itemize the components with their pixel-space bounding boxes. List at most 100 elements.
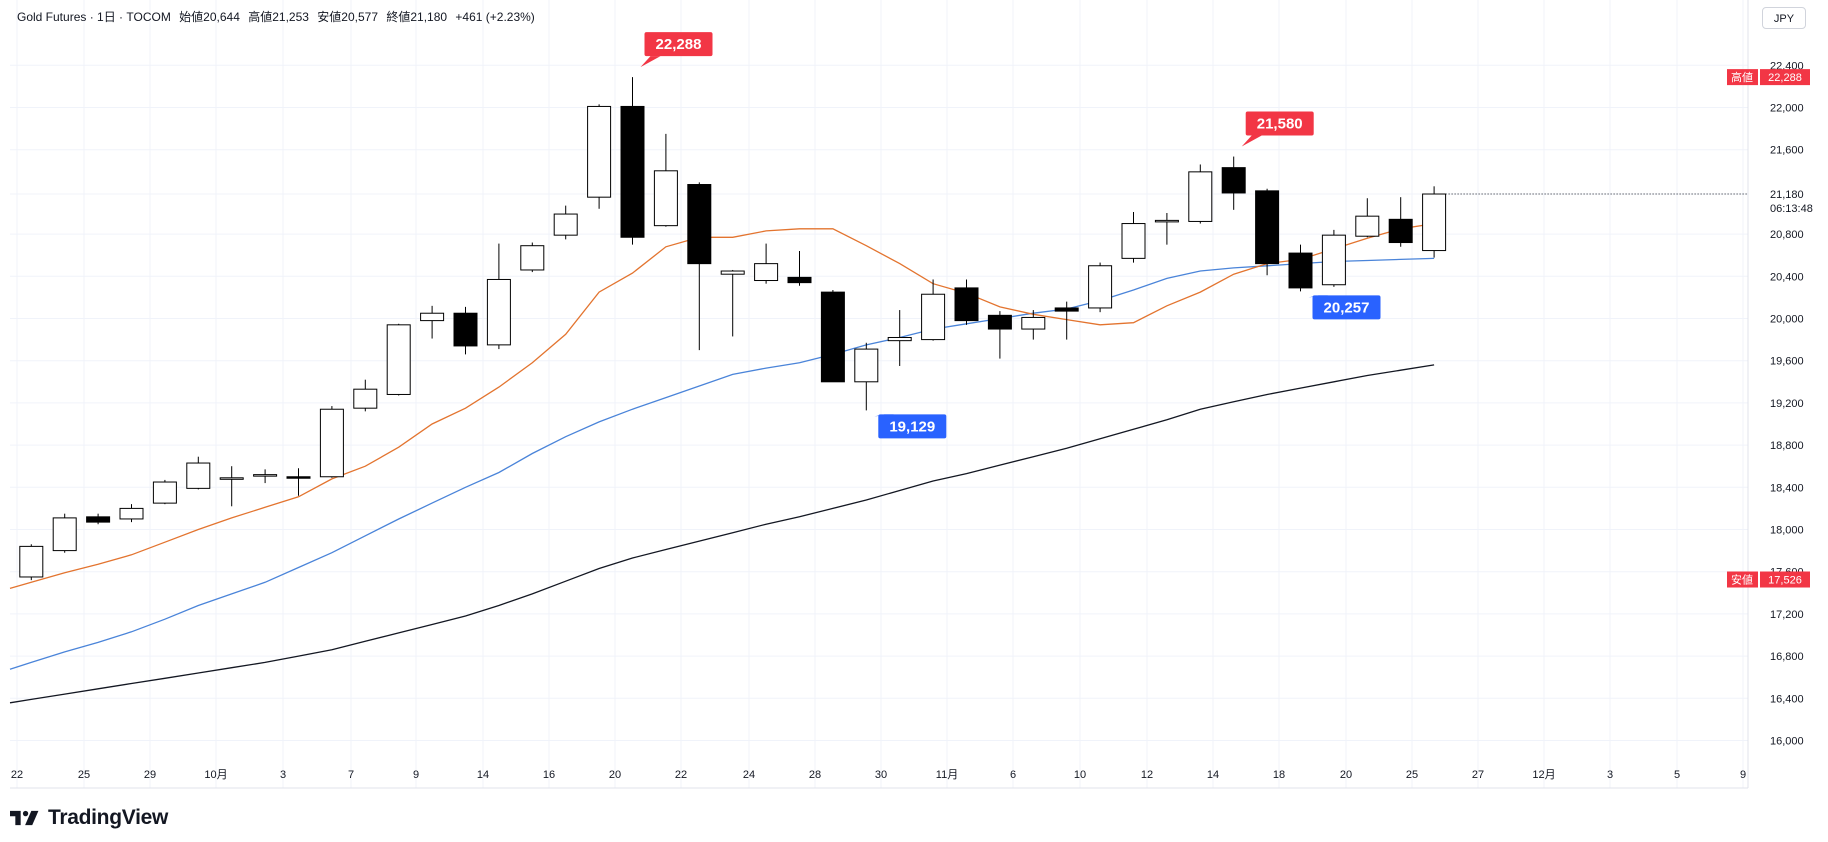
symbol-title: Gold Futures · 1日 · TOCOM xyxy=(17,10,171,24)
time-tick-label: 16 xyxy=(543,769,555,781)
candle-body xyxy=(1021,316,1046,330)
candle-body xyxy=(1388,218,1413,244)
candle-body xyxy=(52,517,77,552)
candle xyxy=(553,205,578,240)
candle xyxy=(787,250,812,286)
candle-body xyxy=(954,287,979,322)
candle-body xyxy=(820,291,845,383)
low-price-badge: 20,257 xyxy=(1308,295,1381,320)
price-tick-label: 22,000 xyxy=(1770,103,1804,115)
price-annotations: 22,288 21,580 19,129 20,257 xyxy=(640,32,1381,439)
candle-body xyxy=(86,516,111,523)
candle xyxy=(921,279,946,341)
range-tag-value: 17,526 xyxy=(1768,575,1802,587)
range-tag-value-bg xyxy=(1760,69,1810,86)
candle xyxy=(119,504,144,523)
time-tick-label: 10 xyxy=(1074,769,1086,781)
candle xyxy=(1154,213,1179,245)
time-tick-label: 5 xyxy=(1674,769,1680,781)
time-tick-label: 22 xyxy=(675,769,687,781)
candle xyxy=(286,468,311,496)
price-tick-label: 20,800 xyxy=(1770,229,1804,241)
candle-body xyxy=(1088,265,1113,309)
candle xyxy=(587,104,612,209)
badge-label: 22,288 xyxy=(656,36,702,53)
candle-body xyxy=(520,245,545,271)
time-tick-label: 3 xyxy=(280,769,286,781)
candle-body xyxy=(854,348,879,383)
ema-medium-line xyxy=(9,257,1435,670)
time-tick-label: 20 xyxy=(609,769,621,781)
ema-short-line xyxy=(9,222,1435,590)
candle-body xyxy=(286,476,311,479)
candle xyxy=(486,243,511,350)
candle-body xyxy=(1054,307,1079,312)
badge-box xyxy=(878,414,947,439)
high-label: 高値 xyxy=(248,10,273,24)
time-tick-label: 28 xyxy=(809,769,821,781)
time-tick-label: 18 xyxy=(1273,769,1285,781)
tradingview-brand[interactable]: TradingView xyxy=(10,806,168,830)
candle-body xyxy=(1221,167,1246,194)
candle-body xyxy=(186,462,211,489)
price-tick-label: 16,400 xyxy=(1770,693,1804,705)
time-tick-label: 7 xyxy=(348,769,354,781)
badge-box xyxy=(1312,295,1381,320)
candle xyxy=(1388,197,1413,247)
time-tick-label: 9 xyxy=(1740,769,1746,781)
time-tick-label: 12 xyxy=(1141,769,1153,781)
brand-name: TradingView xyxy=(48,806,169,829)
candle-body xyxy=(1154,219,1179,223)
badge-label: 19,129 xyxy=(889,418,935,435)
currency-button[interactable]: JPY xyxy=(1762,7,1806,29)
chart-grid xyxy=(10,0,1748,788)
price-tick-label: 18,400 xyxy=(1770,482,1804,494)
price-tick-label: 17,200 xyxy=(1770,609,1804,621)
candle xyxy=(353,379,378,412)
ema-long-line xyxy=(9,364,1435,704)
candle xyxy=(1255,188,1280,276)
time-tick-label: 14 xyxy=(477,769,489,781)
candle xyxy=(954,279,979,325)
time-tick-label: 25 xyxy=(1406,769,1418,781)
change-value: +461 (+2.23%) xyxy=(455,10,535,24)
price-tick-label: 20,000 xyxy=(1770,314,1804,326)
candle xyxy=(1422,186,1447,258)
tradingview-logo-icon xyxy=(10,810,39,826)
candle xyxy=(453,306,478,355)
candle xyxy=(152,479,177,505)
candle xyxy=(19,544,44,581)
candle-body xyxy=(987,314,1012,330)
time-tick-label: 20 xyxy=(1340,769,1352,781)
candle xyxy=(1188,164,1213,224)
candle-body xyxy=(19,545,44,578)
candle-body xyxy=(1255,190,1280,265)
candle xyxy=(1054,301,1079,340)
candle-body xyxy=(486,278,511,346)
candle-body xyxy=(921,293,946,341)
candle-body xyxy=(1121,223,1146,259)
badge-label: 20,257 xyxy=(1324,299,1370,316)
candle-body xyxy=(386,324,411,395)
candle-body xyxy=(319,408,344,478)
time-tick-label: 10月 xyxy=(204,769,227,781)
range-low-tag: 安値 17,526 xyxy=(1727,571,1810,588)
time-tick-label: 30 xyxy=(875,769,887,781)
candle-body xyxy=(687,184,712,265)
candle xyxy=(186,456,211,490)
time-tick-label: 3 xyxy=(1607,769,1613,781)
time-tick-label: 14 xyxy=(1207,769,1219,781)
close-value: 21,180 xyxy=(410,10,448,24)
candle-body xyxy=(219,477,244,480)
candle-body xyxy=(1355,215,1380,237)
candle xyxy=(620,77,645,245)
price-tick-label: 21,180 xyxy=(1770,189,1804,201)
candle xyxy=(1021,310,1046,340)
bar-countdown-label: 06:13:48 xyxy=(1770,203,1813,215)
open-label: 始値 xyxy=(179,10,204,24)
candle-body xyxy=(1188,171,1213,222)
candle-body xyxy=(253,474,278,477)
price-tick-label: 19,600 xyxy=(1770,356,1804,368)
time-tick-label: 27 xyxy=(1472,769,1484,781)
